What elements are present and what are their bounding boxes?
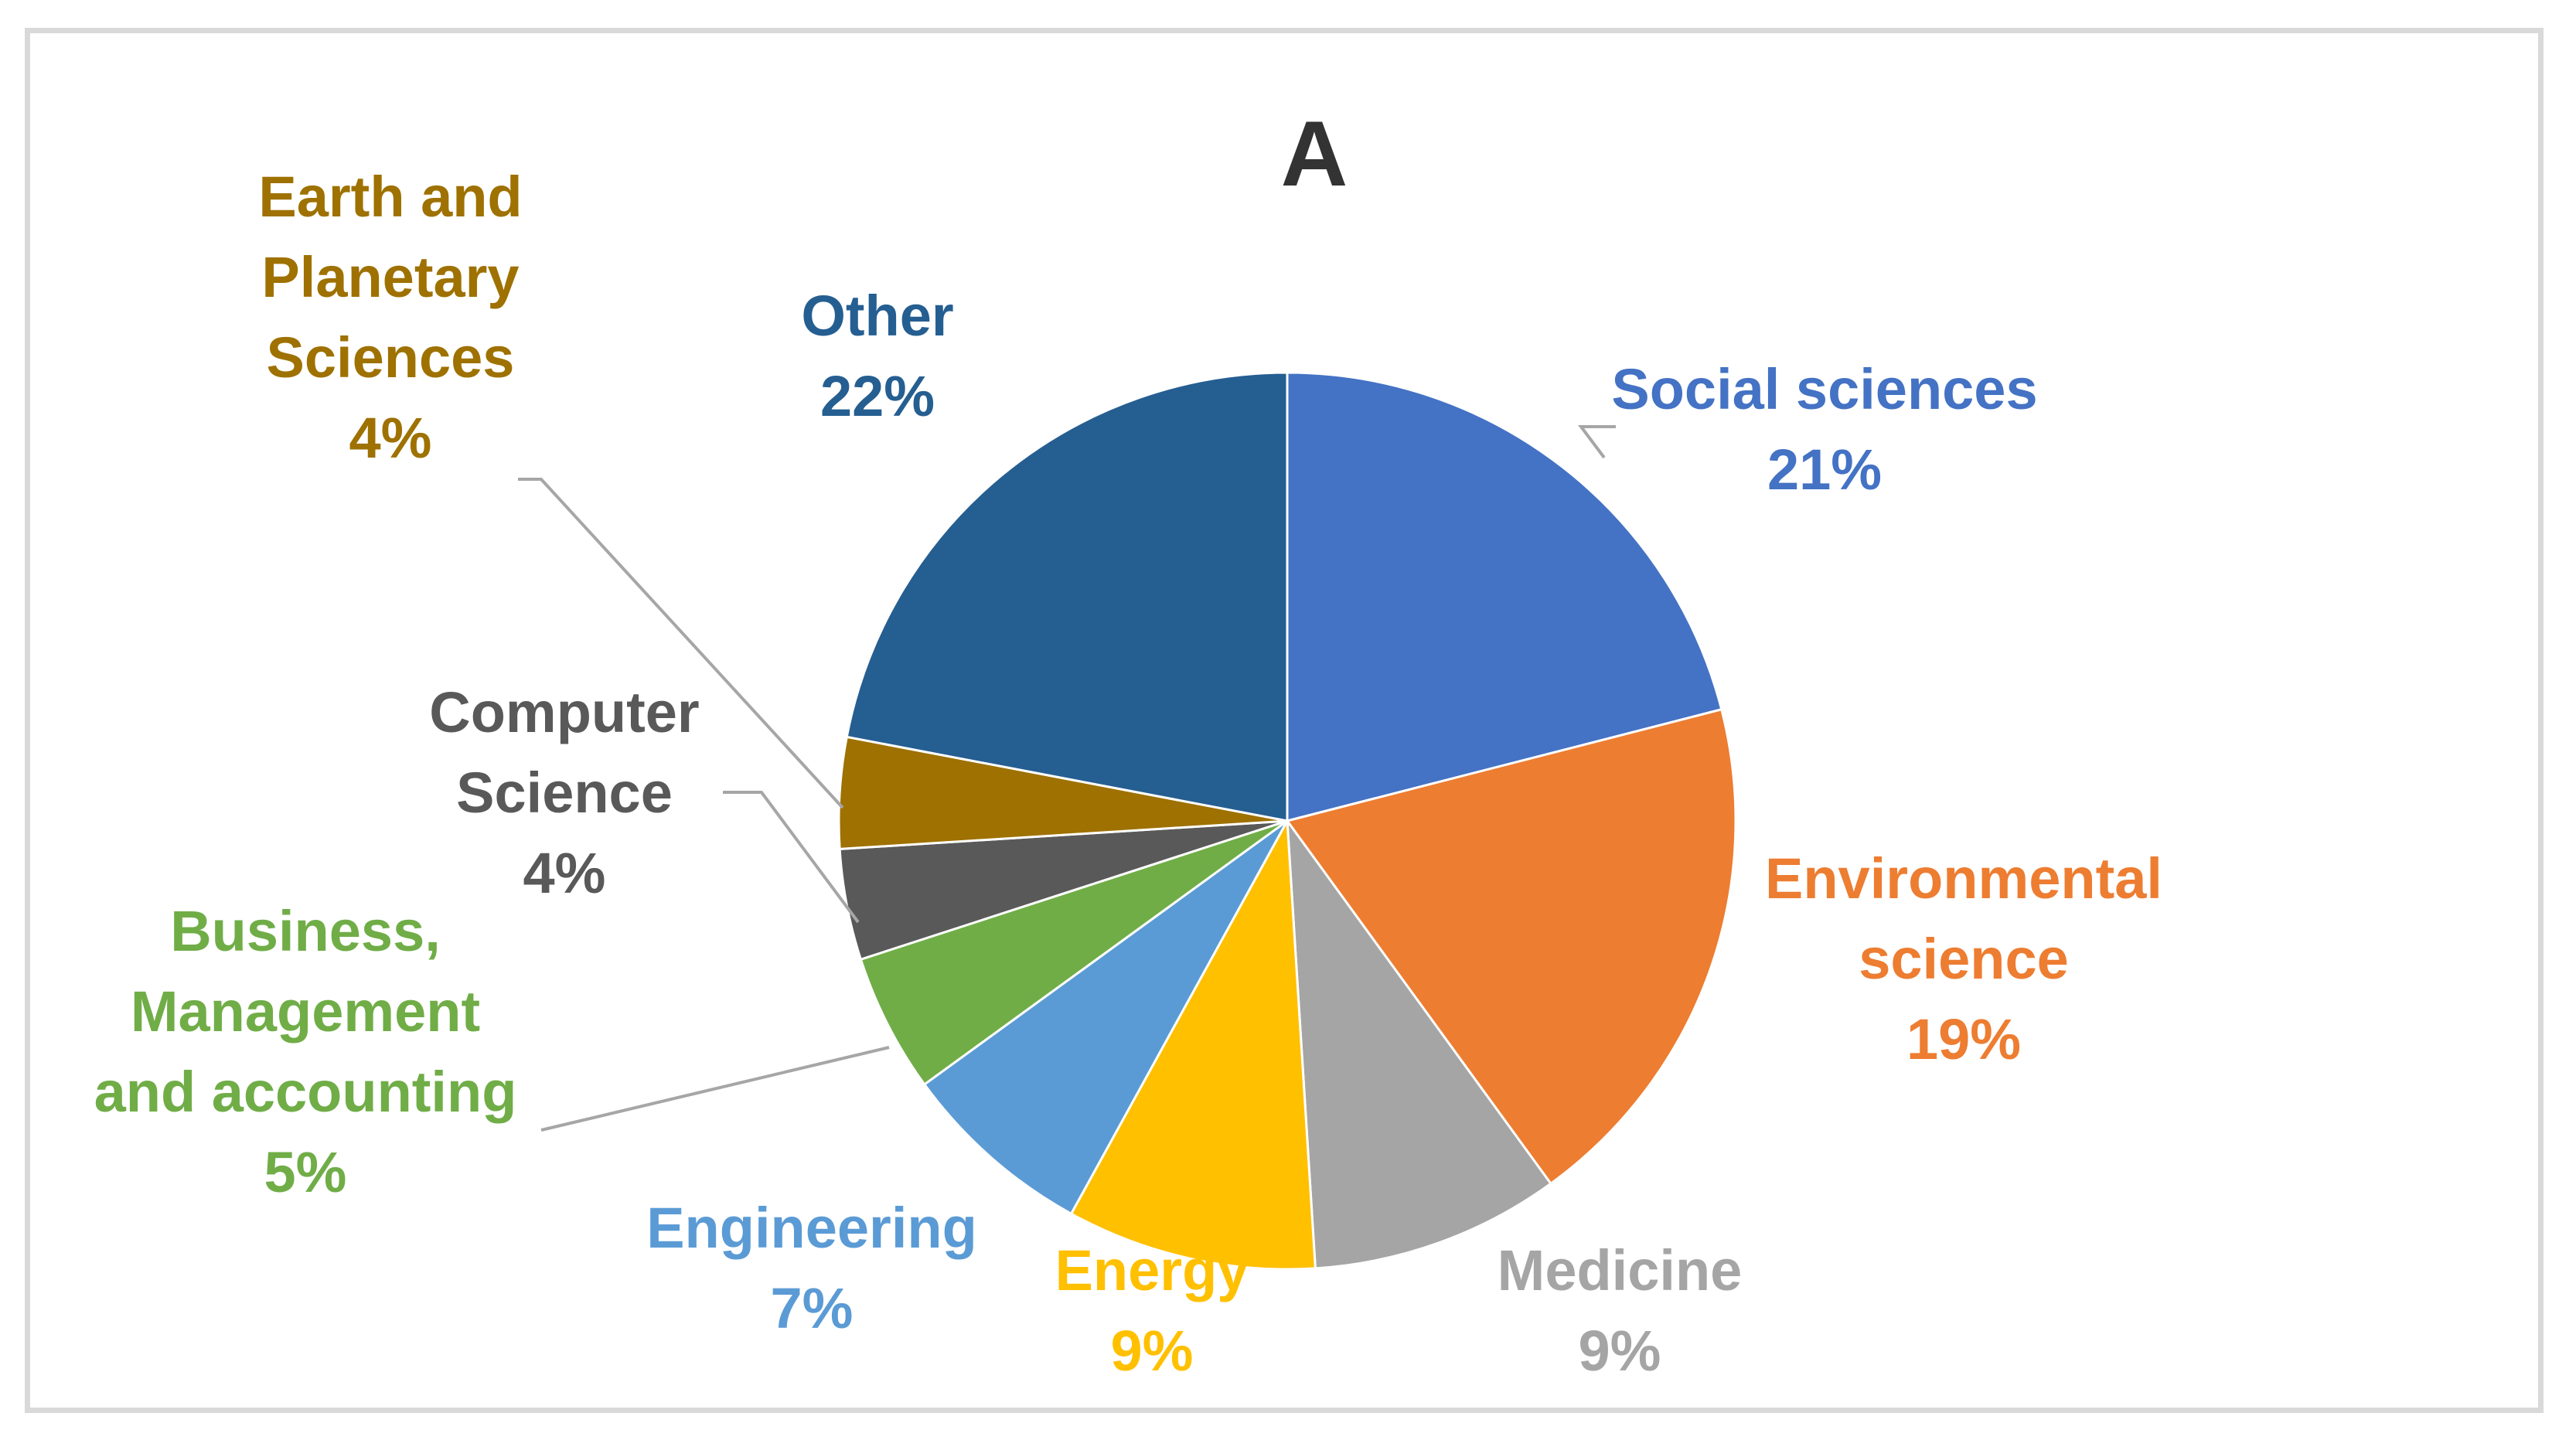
pie-slice-medicine bbox=[1286, 816, 1553, 1270]
chart-title: A bbox=[1281, 102, 1348, 206]
slice-percent: 9% bbox=[1579, 1319, 1661, 1383]
slice-label-social-sciences: Social sciences 21% bbox=[1611, 357, 2037, 502]
slice-percent: 19% bbox=[1906, 1007, 2021, 1071]
slice-label-line: science bbox=[1859, 927, 2069, 991]
slice-labels: Social sciences 21% Environmental science 19… bbox=[94, 165, 2162, 1383]
leader-line bbox=[1578, 425, 1616, 459]
pie-slices bbox=[837, 371, 1737, 1271]
slice-label-other: Other 22% bbox=[801, 284, 953, 428]
leader-line bbox=[723, 791, 860, 924]
slice-percent: 7% bbox=[771, 1276, 854, 1340]
slice-label-line: Management bbox=[131, 979, 480, 1044]
slice-label-line: Medicine bbox=[1498, 1238, 1743, 1302]
slice-label-line: Planetary bbox=[261, 245, 519, 309]
slice-label-line: and accounting bbox=[94, 1060, 517, 1124]
slice-label-line: Social sciences bbox=[1611, 357, 2037, 421]
slice-label-engineering: Engineering 7% bbox=[646, 1196, 977, 1340]
slice-label-medicine: Medicine 9% bbox=[1498, 1238, 1743, 1383]
slice-percent: 4% bbox=[349, 406, 432, 470]
slice-label-earth-and-planetary-sciences: Earth and Planetary Sciences 4% bbox=[258, 165, 522, 470]
slice-label-line: Engineering bbox=[646, 1196, 977, 1260]
slice-percent: 21% bbox=[1767, 438, 1882, 502]
slice-percent: 9% bbox=[1111, 1319, 1194, 1383]
slice-label-computer-science: Computer Science 4% bbox=[429, 680, 699, 905]
slice-percent: 4% bbox=[523, 841, 606, 905]
pie-slice-engineering bbox=[922, 819, 1289, 1216]
slice-percent: 22% bbox=[820, 364, 935, 428]
slice-label-line: Other bbox=[801, 284, 953, 348]
leader-line bbox=[540, 1046, 890, 1132]
slice-label-line: Science bbox=[456, 761, 673, 825]
slice-label-line: Sciences bbox=[267, 325, 515, 390]
slice-label-line: Computer bbox=[429, 680, 699, 744]
pie-slice-business-management-and-accounting bbox=[859, 819, 1288, 1087]
leader-lines bbox=[518, 425, 1616, 1132]
leader-line bbox=[518, 478, 844, 809]
slice-label-energy: Energy 9% bbox=[1055, 1238, 1249, 1383]
slice-percent: 5% bbox=[264, 1140, 347, 1204]
slice-label-line: Environmental bbox=[1765, 846, 2162, 911]
pie-slice-energy bbox=[1069, 816, 1317, 1271]
slice-label-line: Earth and bbox=[258, 165, 522, 229]
slice-label-line: Business, bbox=[170, 899, 441, 963]
slice-label-business-management-and-accounting: Business, Management and accounting 5% bbox=[94, 899, 517, 1204]
pie-slice-environmental-science bbox=[1285, 707, 1737, 1186]
slice-label-environmental-science: Environmental science 19% bbox=[1765, 846, 2162, 1071]
pie-slice-social-sciences bbox=[1286, 371, 1723, 822]
pie-slice-other bbox=[845, 371, 1289, 822]
slice-label-line: Energy bbox=[1055, 1238, 1249, 1302]
